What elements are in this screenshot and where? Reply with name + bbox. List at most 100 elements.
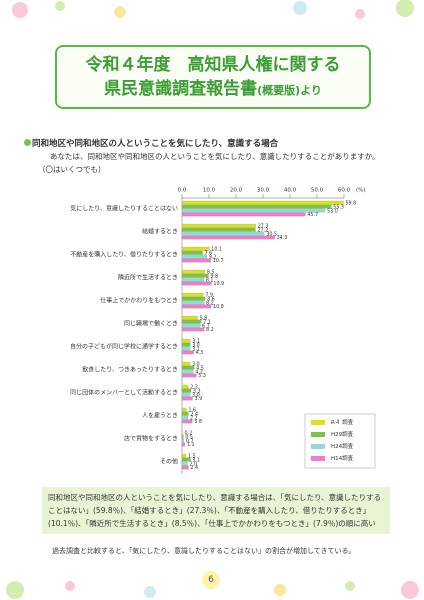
question: あなたは、同和地区や同和地区の人ということを気にしたり、意識したりすることがあり…	[38, 152, 380, 174]
bar	[181, 411, 189, 416]
value-label: 7.9	[205, 292, 213, 298]
bar	[181, 212, 306, 217]
value-label: 4.3	[196, 350, 204, 356]
value-label: 0.7	[186, 438, 194, 444]
bar	[181, 200, 344, 205]
value-label: 53.0	[327, 208, 338, 214]
category-label: 店で買物をするとき	[124, 434, 178, 442]
category-label: その他	[160, 457, 178, 465]
title-line: 令和４年度 高知県人権に関する	[85, 55, 341, 75]
bar	[181, 273, 209, 278]
legend-label: H24調査	[331, 442, 354, 450]
value-label: 10.7	[213, 258, 224, 264]
bar	[181, 227, 256, 232]
chart: 0.0 10.0 20.0 30.0 40.0 50.0 60.0 (%) 気にしたり、意識した…	[70, 188, 376, 474]
value-label: 55.3	[333, 204, 344, 210]
legend-label: H29調査	[331, 430, 354, 438]
value-label: 3.1	[192, 338, 200, 344]
value-label: 5.8	[200, 315, 208, 321]
value-label: 3.0	[192, 361, 200, 367]
bar	[181, 223, 256, 228]
value-label: 3.1	[192, 457, 200, 463]
value-label: 2.4	[190, 411, 198, 417]
bar	[181, 281, 212, 286]
value-label: 1.5	[188, 453, 196, 459]
bar	[181, 373, 197, 378]
bar	[181, 438, 184, 443]
value-label: 0.5	[185, 434, 193, 440]
category-label: 同じ職場で働くとき	[124, 319, 178, 327]
value-label: 8.5	[207, 269, 215, 275]
title-line: 県民意識調査報告書(概要版)より	[57, 77, 369, 103]
value-label: 2.0	[189, 461, 197, 467]
value-label: 2.2	[190, 415, 198, 421]
value-label: 9.2	[209, 254, 217, 260]
value-label: 10.1	[211, 246, 222, 252]
bar	[181, 465, 189, 470]
bar	[181, 231, 265, 236]
legend-swatch	[311, 444, 325, 449]
bar	[181, 250, 203, 255]
bar	[181, 258, 211, 263]
value-label: 10.9	[213, 281, 224, 287]
bar	[181, 415, 189, 420]
bar	[181, 430, 183, 435]
category-label: 飲食したり、つきあったりするとき	[82, 365, 178, 373]
value-label: 4.2	[195, 369, 203, 375]
legend-label: R４ 調査	[331, 418, 354, 426]
category-label: 自分の子どもが同じ学校に通学するとき	[70, 342, 178, 350]
bar	[181, 327, 205, 332]
value-label: 3.3	[193, 388, 201, 394]
bar	[181, 319, 202, 324]
value-label: 1.1	[187, 442, 195, 448]
x-tick-label: 0.0	[178, 188, 187, 194]
x-tick-label: 50.0	[311, 188, 324, 194]
value-label: 3.0	[192, 342, 200, 348]
bar	[181, 392, 191, 397]
bar	[181, 396, 193, 401]
value-label: 27.2	[257, 227, 268, 233]
value-label: 0.2	[185, 430, 193, 436]
bar	[181, 323, 201, 328]
bar	[181, 338, 191, 343]
bar	[181, 388, 192, 393]
bar	[181, 365, 195, 370]
bar	[181, 208, 326, 213]
x-tick-label: 60.0	[338, 188, 351, 194]
bar	[181, 407, 187, 412]
category-label: 人を雇うとき	[142, 411, 178, 419]
value-label: 27.3	[258, 223, 269, 229]
value-label: 3.0	[192, 392, 200, 398]
bar	[181, 461, 188, 466]
x-unit: (%)	[356, 188, 366, 194]
legend-swatch	[311, 432, 325, 437]
x-tick-label: 40.0	[284, 188, 297, 194]
value-label: 3.1	[192, 346, 200, 352]
value-label: 3.9	[195, 396, 203, 402]
bar	[181, 369, 194, 374]
bar	[181, 304, 212, 309]
value-label: 8.2	[206, 300, 214, 306]
value-label: 30.5	[266, 231, 277, 237]
value-label: 5.3	[198, 373, 206, 379]
value-label: 2.4	[190, 465, 198, 471]
bar	[181, 346, 191, 351]
category-label: 気にしたり、意識したりすることはない	[70, 204, 178, 212]
bullet	[24, 139, 31, 146]
value-label: 9.8	[210, 273, 218, 279]
note: 過去調査と比較すると、「気にしたり、意識したりすることはない」の割合が増加してき…	[52, 547, 356, 555]
value-label: 7.1	[203, 319, 211, 325]
bar	[181, 300, 205, 305]
bar	[181, 315, 198, 320]
category-label: 結婚するとき	[142, 227, 178, 235]
title-box: 令和４年度 高知県人権に関する 県民意識調査報告書(概要版)より	[55, 45, 371, 109]
value-label: 6.7	[202, 323, 210, 329]
bar	[181, 361, 191, 366]
title-text: 県民意識調査報告書	[104, 79, 258, 99]
category-label: 不動産を購入したり、借りたりするとき	[70, 250, 178, 258]
bar	[181, 277, 204, 282]
bar	[181, 442, 186, 447]
value-label: 2.3	[190, 384, 198, 390]
bar	[181, 235, 275, 240]
